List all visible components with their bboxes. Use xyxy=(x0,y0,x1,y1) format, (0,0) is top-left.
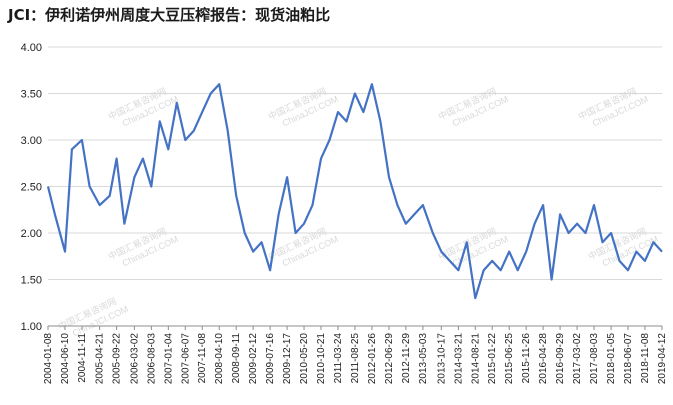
x-tick-label: 2008-04-10 xyxy=(214,333,225,385)
x-tick-label: 2018-06-07 xyxy=(623,333,634,385)
y-tick-label: 4.00 xyxy=(21,42,42,54)
x-tick-label: 2013-05-03 xyxy=(418,333,429,385)
y-axis-ticks: 1.00 1.50 2.00 2.50 3.00 3.50 4.00 xyxy=(21,42,42,333)
x-tick-label: 2012-06-29 xyxy=(384,333,395,385)
x-tick-label: 2008-09-11 xyxy=(231,333,242,384)
series-line xyxy=(46,83,663,300)
x-tick-label: 2014-03-21 xyxy=(453,333,464,385)
x-tick-label: 2016-04-28 xyxy=(538,333,549,385)
x-tick-label: 2006-03-02 xyxy=(129,333,140,385)
x-tick-label: 2004-01-08 xyxy=(43,333,54,385)
x-tick-label: 2004-06-10 xyxy=(60,333,71,385)
x-tick-label: 2005-04-21 xyxy=(95,333,106,385)
x-tick-label: 2009-02-12 xyxy=(248,333,259,385)
x-tick-label: 2007-06-07 xyxy=(180,333,191,385)
y-tick-label: 2.00 xyxy=(21,228,42,240)
x-tick-label: 2012-11-29 xyxy=(401,333,412,384)
x-tick-label: 2015-01-22 xyxy=(487,333,498,385)
x-tick-label: 2010-05-20 xyxy=(299,333,310,385)
x-tick-label: 2017-08-03 xyxy=(589,333,600,385)
y-tick-label: 2.50 xyxy=(21,182,42,194)
x-tick-label: 2006-08-03 xyxy=(146,333,157,385)
x-tick-label: 2013-10-17 xyxy=(436,333,447,385)
y-tick-label: 3.50 xyxy=(21,89,42,101)
x-tick-label: 2019-04-12 xyxy=(657,333,668,385)
x-tick-label: 2011-08-25 xyxy=(350,333,361,384)
x-tick-label: 2016-09-29 xyxy=(555,333,566,385)
x-tick-label: 2015-11-26 xyxy=(521,333,532,384)
x-tick-label: 2018-01-05 xyxy=(606,333,617,385)
x-tick-label: 2005-09-22 xyxy=(112,333,123,385)
x-tick-label: 2010-10-21 xyxy=(316,333,327,385)
x-tick-label: 2004-11-11 xyxy=(77,333,88,383)
x-tick-label: 2009-12-17 xyxy=(282,333,293,385)
x-tick-label: 2011-03-24 xyxy=(333,333,344,384)
y-tick-label: 1.00 xyxy=(21,321,42,333)
x-tick-label: 2014-08-21 xyxy=(470,333,481,385)
x-tick-label: 2017-03-02 xyxy=(572,333,583,385)
x-tick-label: 2007-01-04 xyxy=(163,333,174,385)
y-tick-label: 1.50 xyxy=(21,275,42,287)
gridlines xyxy=(48,46,662,327)
x-tick-label: 2009-07-16 xyxy=(265,333,276,385)
x-tick-label: 2007-11-08 xyxy=(197,333,208,384)
x-tick-label: 2018-11-08 xyxy=(640,333,651,384)
chart-title: JCI：伊利诺伊州周度大豆压榨报告：现货油粕比 xyxy=(8,6,331,24)
y-tick-label: 3.00 xyxy=(21,135,42,147)
x-tick-label: 2015-06-25 xyxy=(504,333,515,385)
x-tick-label: 2012-01-26 xyxy=(367,333,378,385)
x-axis-ticks: 2004-01-08 2004-06-10 2004-11-11 2005-04-21… xyxy=(43,326,668,384)
